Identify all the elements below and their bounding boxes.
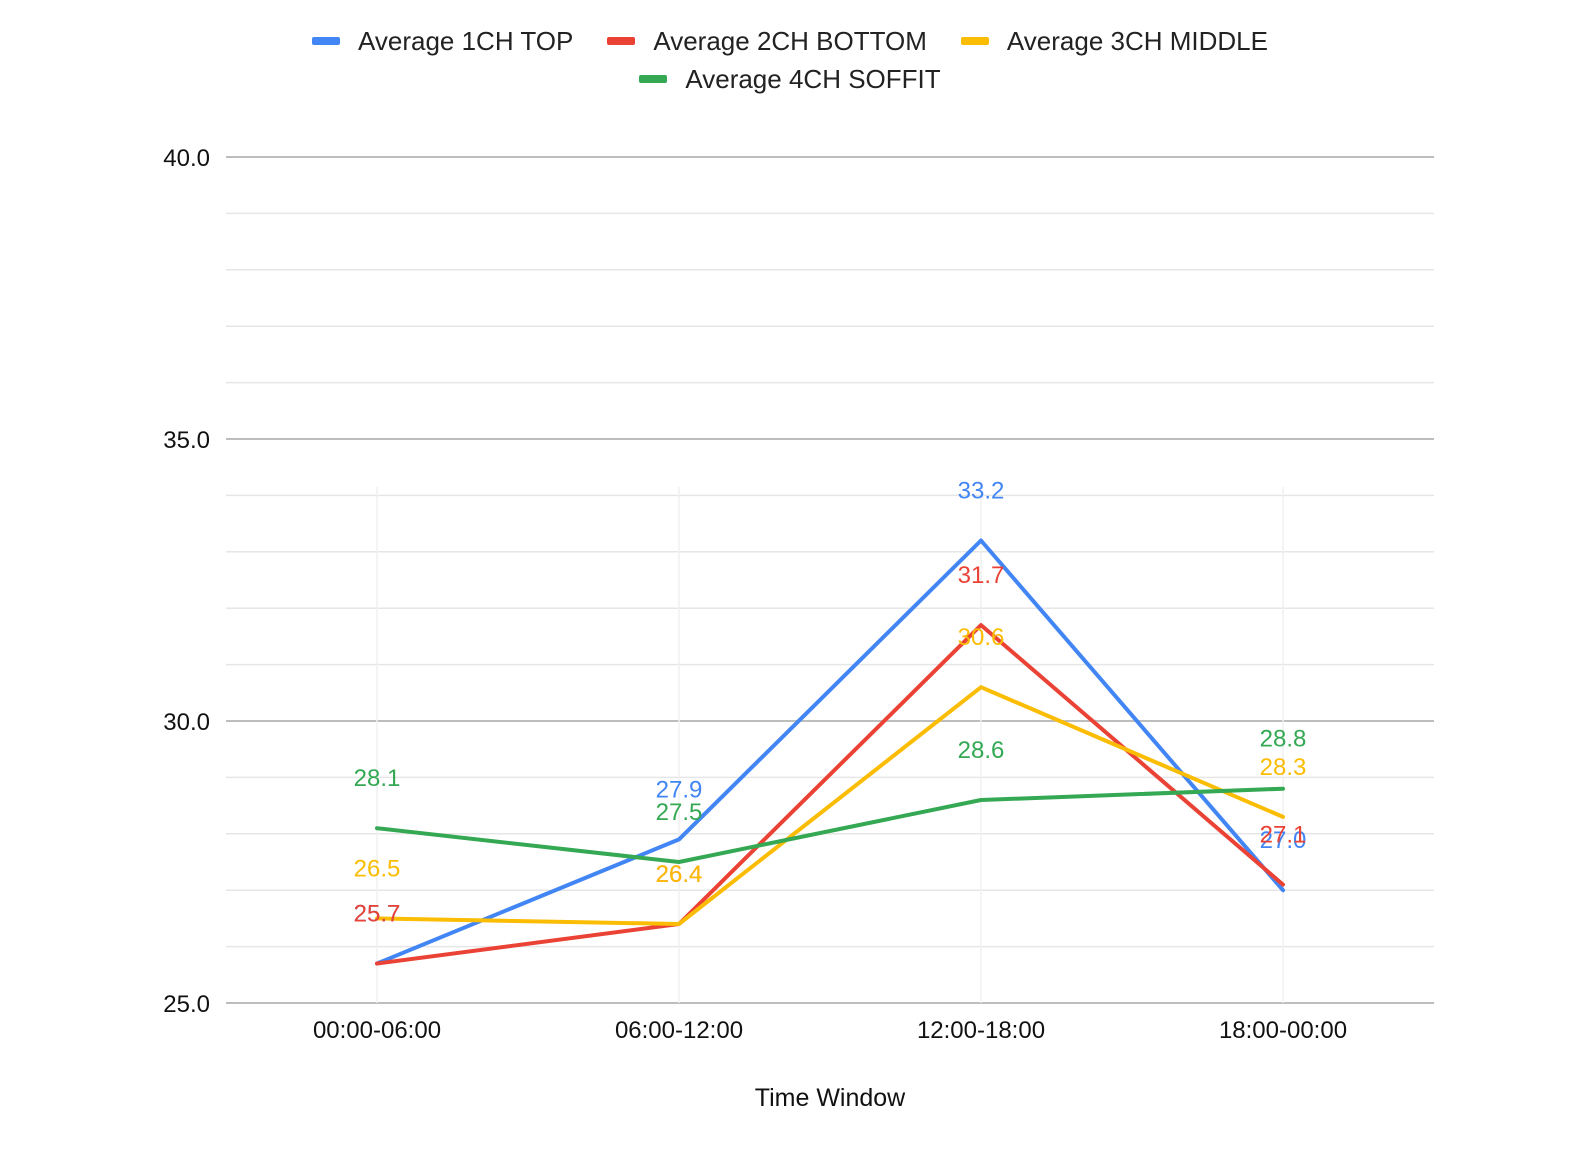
series-line [375, 538, 1285, 966]
legend-swatch [607, 37, 636, 45]
data-label: 28.3 [1260, 754, 1307, 781]
legend-item[interactable]: Average 4CH SOFFIT [639, 63, 941, 94]
data-label: 26.5 [354, 855, 401, 882]
data-label: 30.6 [958, 624, 1005, 651]
series-line [375, 685, 1285, 926]
data-label: 25.7 [354, 901, 401, 928]
x-tick-label: 00:00-06:00 [313, 1017, 441, 1044]
legend-label: Average 3CH MIDDLE [1006, 25, 1268, 56]
y-tick-label: 40.0 [163, 145, 210, 172]
x-tick-label: 12:00-18:00 [917, 1017, 1045, 1044]
legend-swatch [960, 37, 989, 45]
data-label: 28.8 [1260, 726, 1307, 753]
data-label: 26.4 [656, 861, 703, 888]
data-label: 27.9 [656, 776, 703, 803]
series-line [375, 623, 1285, 966]
data-label: 27.0 [1260, 827, 1307, 854]
y-tick-label: 25.0 [163, 991, 210, 1018]
x-axis-title: Time Window [755, 1084, 906, 1112]
legend-item[interactable]: Average 2CH BOTTOM [607, 25, 927, 56]
y-tick-label: 30.0 [163, 709, 210, 736]
data-label: 28.1 [354, 765, 401, 792]
data-label: 26.4 [656, 861, 703, 888]
data-label: 28.6 [958, 737, 1005, 764]
data-label: 27.5 [656, 799, 703, 826]
chart-legend: Average 1CH TOP Average 2CH BOTTOM Average… [0, 25, 1580, 94]
x-tick-label: 06:00-12:00 [615, 1017, 743, 1044]
series-line [375, 786, 1285, 864]
legend-swatch [639, 75, 668, 83]
x-tick-label: 18:00-00:00 [1219, 1017, 1347, 1044]
y-tick-label: 35.0 [163, 427, 210, 454]
legend-item[interactable]: Average 3CH MIDDLE [960, 25, 1268, 56]
data-label: 31.7 [958, 562, 1005, 589]
data-label: 27.1 [1260, 822, 1307, 849]
legend-label: Average 4CH SOFFIT [685, 63, 941, 94]
legend-label: Average 2CH BOTTOM [653, 25, 927, 56]
legend-swatch [312, 37, 340, 45]
data-label: 25.7 [354, 901, 401, 928]
legend-label: Average 1CH TOP [358, 25, 574, 56]
legend-item[interactable]: Average 1CH TOP [312, 25, 574, 56]
data-label: 33.2 [958, 478, 1005, 505]
